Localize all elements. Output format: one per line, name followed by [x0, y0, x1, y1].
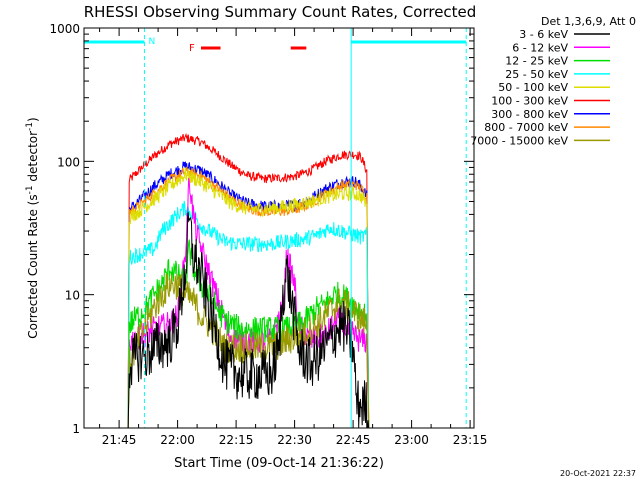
x-tick-label-6: 23:15 — [453, 433, 488, 447]
night-label: N — [148, 37, 155, 47]
legend-header: Det 1,3,6,9, Att 0 — [541, 15, 636, 28]
series-layer — [127, 132, 370, 428]
axis-layer: 21:45 22:00 22:15 22:30 22:45 23:00 23:15 1 10 10… — [49, 22, 487, 447]
y-label-mid: detector — [26, 131, 40, 186]
x-tick-label-2: 22:15 — [219, 433, 254, 447]
y-label-main: Corrected Count Rate (s — [26, 194, 40, 338]
legend-label-5: 100 - 300 keV — [491, 95, 568, 108]
legend-label-0: 3 - 6 keV — [519, 28, 568, 41]
footer-date: 20-Oct-2021 22:37 — [560, 469, 636, 478]
x-tick-label-0: 21:45 — [102, 433, 137, 447]
x-tick-label-3: 22:30 — [277, 433, 312, 447]
legend-label-2: 12 - 25 keV — [505, 55, 568, 68]
x-tick-label-5: 23:00 — [394, 433, 429, 447]
y-tick-label-0: 1 — [72, 422, 80, 436]
y-label-sup2: -1 — [25, 122, 35, 131]
legend-label-1: 6 - 12 keV — [512, 41, 568, 54]
x-tick-label-1: 22:00 — [160, 433, 195, 447]
flare-label: F — [189, 43, 195, 54]
series-line-7 — [127, 273, 370, 428]
legend-label-8: 7000 - 15000 keV — [470, 134, 568, 147]
series-line-4 — [127, 200, 370, 428]
legend-label-4: 50 - 100 keV — [498, 81, 568, 94]
chart-title: RHESSI Observing Summary Count Rates, Co… — [84, 3, 477, 21]
x-axis-label: Start Time (09-Oct-14 21:36:22) — [174, 456, 384, 471]
y-label-end: ) — [26, 117, 40, 122]
y-tick-label-3: 1000 — [49, 22, 80, 36]
series-line-3 — [127, 167, 370, 428]
y-label-sup1: -1 — [25, 185, 35, 194]
legend-label-7: 800 - 7000 keV — [484, 121, 568, 134]
y-axis-label: Corrected Count Rate (s-1 detector-1) — [25, 117, 40, 338]
y-tick-label-1: 10 — [65, 289, 80, 303]
series-line-0 — [127, 132, 370, 428]
y-tick-label-2: 100 — [57, 155, 80, 169]
x-tick-label-4: 22:45 — [336, 433, 371, 447]
legend-label-6: 300 - 800 keV — [491, 108, 568, 121]
legend-label-3: 25 - 50 keV — [505, 68, 568, 81]
series-line-8 — [127, 211, 370, 428]
series-line-5 — [127, 177, 370, 428]
plot-frame — [83, 27, 475, 429]
